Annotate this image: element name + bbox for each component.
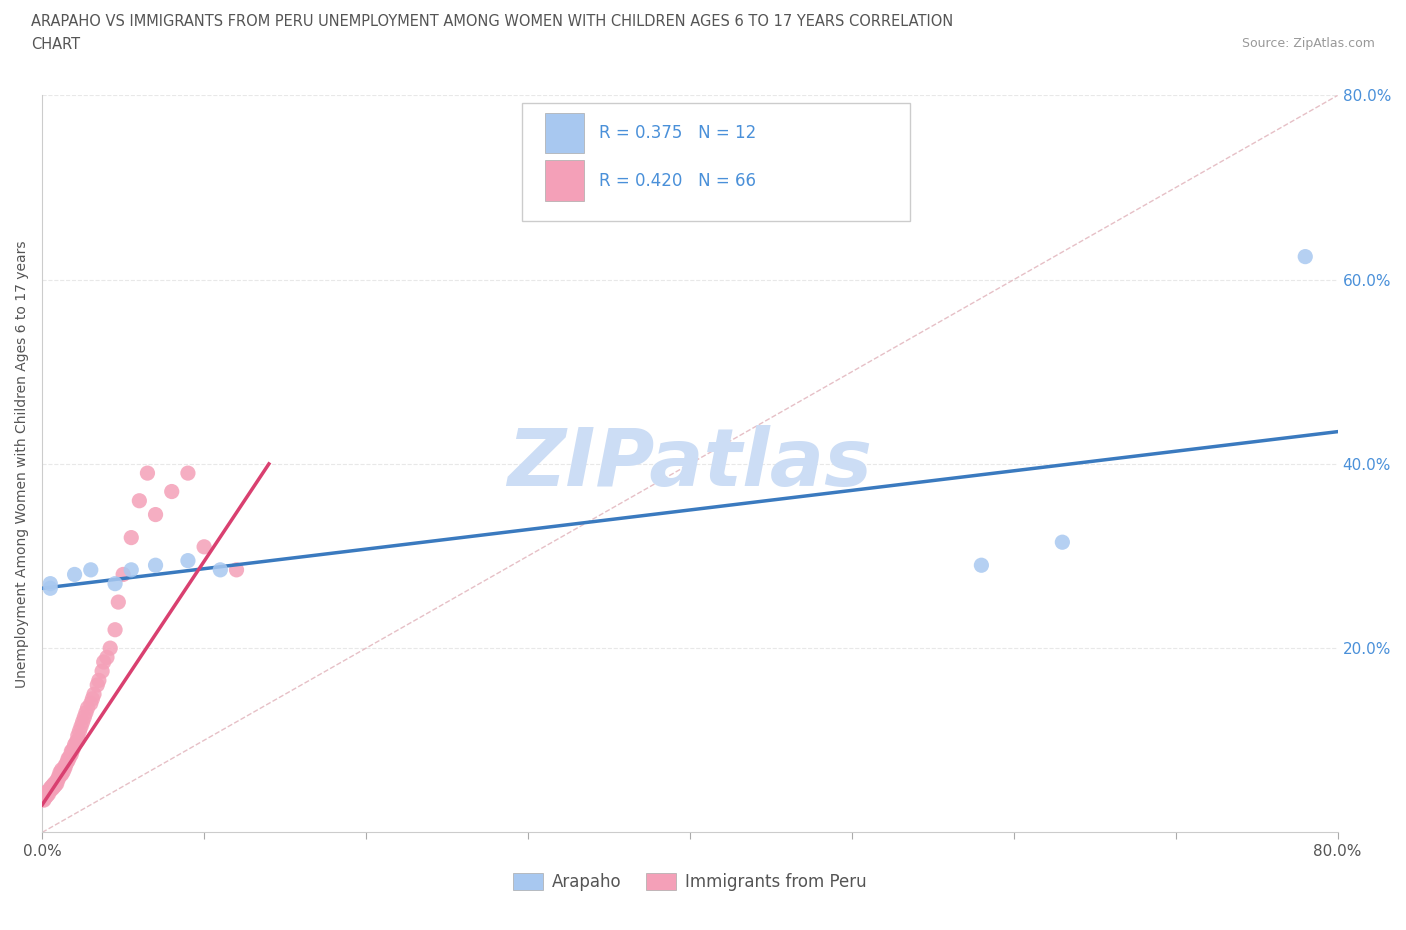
Legend: Arapaho, Immigrants from Peru: Arapaho, Immigrants from Peru: [506, 866, 873, 897]
Point: [225, 563, 247, 578]
Point: [193, 539, 215, 554]
Point: [177, 553, 200, 568]
Text: ZIPatlas: ZIPatlas: [508, 425, 872, 503]
Point: [35, 784, 58, 799]
Point: [80, 563, 103, 578]
Point: [52, 764, 75, 779]
Point: [44, 778, 66, 793]
Point: [73, 710, 96, 724]
Point: [35, 788, 58, 803]
Point: [38, 783, 60, 798]
Point: [112, 567, 135, 582]
Point: [48, 770, 70, 785]
Point: [39, 581, 62, 596]
Text: ARAPAHO VS IMMIGRANTS FROM PERU UNEMPLOYMENT AMONG WOMEN WITH CHILDREN AGES 6 TO: ARAPAHO VS IMMIGRANTS FROM PERU UNEMPLOY…: [31, 14, 953, 29]
Point: [104, 622, 127, 637]
FancyBboxPatch shape: [546, 160, 583, 201]
Point: [48, 772, 70, 787]
Point: [44, 776, 66, 790]
FancyBboxPatch shape: [522, 103, 910, 220]
Point: [56, 751, 79, 766]
Point: [93, 655, 115, 670]
Point: [160, 485, 183, 499]
Point: [32, 790, 55, 804]
Point: [136, 466, 159, 481]
Text: R = 0.420   N = 66: R = 0.420 N = 66: [599, 172, 756, 190]
Point: [49, 768, 72, 783]
Point: [1294, 249, 1316, 264]
Point: [177, 466, 200, 481]
Text: Source: ZipAtlas.com: Source: ZipAtlas.com: [1241, 37, 1375, 50]
Point: [65, 735, 87, 750]
Point: [96, 650, 118, 665]
Point: [120, 563, 142, 578]
Y-axis label: Unemployment Among Women with Children Ages 6 to 17 years: Unemployment Among Women with Children A…: [15, 240, 30, 687]
Point: [51, 767, 73, 782]
Point: [45, 774, 67, 789]
Point: [59, 750, 82, 764]
FancyBboxPatch shape: [546, 113, 583, 153]
Point: [49, 765, 72, 780]
Point: [70, 719, 93, 734]
Text: CHART: CHART: [31, 37, 80, 52]
Point: [34, 786, 56, 801]
Point: [51, 763, 73, 777]
Point: [53, 759, 76, 774]
Point: [55, 756, 77, 771]
Point: [39, 780, 62, 795]
Point: [87, 673, 110, 688]
Point: [63, 567, 86, 582]
Point: [41, 779, 63, 794]
Point: [67, 724, 90, 738]
Point: [970, 558, 993, 573]
Point: [72, 714, 94, 729]
Point: [42, 780, 65, 795]
Point: [83, 686, 105, 701]
Point: [53, 761, 76, 776]
Point: [66, 733, 89, 748]
Point: [91, 664, 114, 679]
Point: [86, 678, 108, 693]
Point: [32, 788, 55, 803]
Point: [39, 782, 62, 797]
Point: [39, 577, 62, 591]
Point: [63, 737, 86, 752]
Point: [80, 696, 103, 711]
Point: [45, 777, 67, 791]
Point: [42, 777, 65, 792]
Point: [128, 493, 150, 508]
Point: [38, 786, 60, 801]
Point: [120, 530, 142, 545]
Point: [56, 753, 79, 768]
Point: [209, 563, 232, 578]
Point: [66, 728, 89, 743]
Point: [145, 558, 167, 573]
Point: [32, 791, 55, 806]
Point: [98, 641, 121, 656]
Point: [62, 742, 84, 757]
Point: [107, 594, 129, 609]
Point: [76, 700, 98, 715]
Point: [41, 781, 63, 796]
Point: [60, 744, 83, 759]
Point: [1052, 535, 1074, 550]
Point: [82, 691, 104, 706]
Point: [60, 747, 83, 762]
Point: [145, 507, 167, 522]
Text: R = 0.375   N = 12: R = 0.375 N = 12: [599, 125, 756, 142]
Point: [32, 792, 55, 807]
Point: [75, 705, 97, 720]
Point: [104, 577, 127, 591]
Point: [34, 790, 56, 804]
